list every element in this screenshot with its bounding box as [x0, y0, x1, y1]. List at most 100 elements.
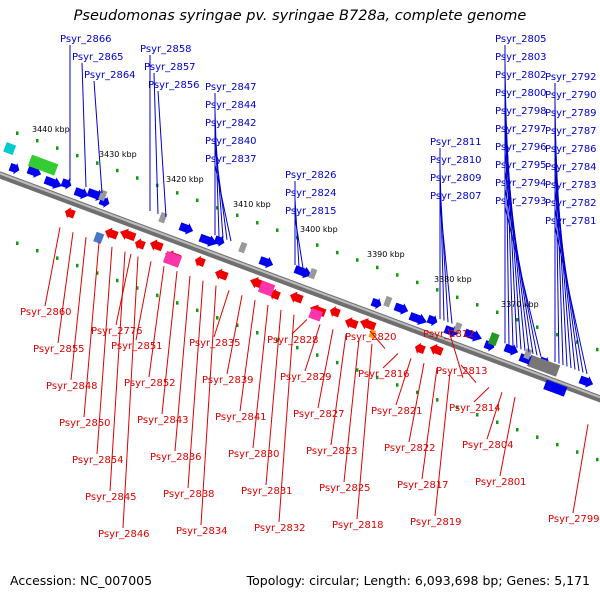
forward-gene-arrow	[408, 312, 427, 326]
forward-gene-arrow	[43, 176, 62, 189]
label-leader-lines	[44, 45, 589, 529]
tick-dot	[416, 390, 419, 395]
gene-label: Psyr_2804	[462, 440, 514, 451]
blue-gene-block	[93, 231, 105, 244]
gene-label: Psyr_2783	[545, 180, 597, 191]
kbp-label: 3390 kbp	[367, 250, 405, 259]
magenta-gene-block	[162, 250, 183, 268]
forward-gene-arrow	[178, 222, 194, 235]
gene-label: Psyr_2784	[545, 162, 597, 173]
tick-dot	[336, 360, 339, 365]
forward-gene-arrow	[8, 162, 20, 175]
tick-dot	[216, 316, 219, 320]
leader-line	[148, 266, 165, 378]
tick-dot	[336, 250, 339, 255]
reverse-gene-arrow	[195, 255, 206, 267]
tick-dot	[236, 213, 239, 218]
gene-label: Psyr_2858	[140, 44, 192, 55]
forward-gene-arrow	[503, 343, 519, 356]
tick-dot	[196, 308, 199, 313]
forward-gene-arrow	[393, 302, 409, 315]
leader-line	[304, 324, 321, 372]
leader-line	[294, 216, 304, 269]
gene-label: Psyr_2823	[306, 446, 358, 457]
tick-dot	[36, 138, 39, 143]
cyan-gene-block	[3, 142, 17, 156]
leader-line	[93, 80, 103, 194]
backbone-line	[0, 171, 600, 403]
tick-dot	[596, 347, 599, 352]
tick-dot	[476, 303, 479, 307]
gene-label: Psyr_2819	[410, 517, 462, 528]
leader-line	[460, 364, 477, 383]
gene-label: Psyr_2798	[495, 106, 547, 117]
gene-label: Psyr_2816	[358, 369, 410, 380]
gene-label: Psyr_2856	[148, 80, 200, 91]
gene-label: Psyr_2840	[205, 136, 257, 147]
leader-line	[434, 372, 451, 517]
tick-dot	[576, 450, 579, 454]
leader-line	[554, 226, 588, 375]
gray-gene-block	[527, 355, 561, 377]
kbp-label: 3400 kbp	[300, 225, 338, 234]
tick-dot	[236, 323, 239, 328]
tick-dot	[436, 398, 439, 402]
gene-label: Psyr_2820	[345, 332, 397, 343]
tick-dot	[476, 413, 479, 417]
gene-label: Psyr_2781	[545, 216, 597, 227]
gene-label: Psyr_2831	[241, 486, 293, 497]
tick-dot	[96, 161, 99, 165]
reverse-gene-arrow	[105, 227, 119, 240]
gene-features	[3, 142, 594, 397]
leader-line	[265, 309, 282, 486]
genome-summary: Topology: circular; Length: 6,093,698 bp…	[246, 573, 590, 588]
gene-label: Psyr_2854	[72, 455, 124, 466]
tick-dot	[496, 420, 499, 425]
gene-label: Psyr_2835	[189, 338, 241, 349]
gene-label: Psyr_2846	[98, 529, 150, 540]
magenta-gene-block	[308, 307, 323, 322]
tick-dot	[516, 317, 519, 322]
leader-line	[161, 270, 178, 415]
tick-dot	[356, 258, 359, 262]
leader-line	[115, 253, 132, 326]
gene-label: Psyr_2864	[84, 70, 136, 81]
reverse-gene-arrow	[215, 268, 229, 281]
gene-label: Psyr_2842	[205, 118, 257, 129]
gene-label: Psyr_2845	[85, 492, 137, 503]
gene-label: Psyr_2855	[33, 344, 85, 355]
leader-line	[81, 62, 87, 188]
tick-dot	[356, 368, 359, 372]
gene-label: Psyr_2796	[495, 142, 547, 153]
leader-line	[439, 201, 453, 324]
tick-dot	[456, 295, 459, 300]
reverse-gene-arrow	[330, 306, 341, 318]
leader-line	[157, 90, 167, 217]
gene-label: Psyr_2838	[163, 489, 215, 500]
leader-line	[447, 327, 464, 378]
tick-dot	[116, 278, 119, 283]
gray-gene-block	[383, 295, 393, 308]
leader-line	[187, 280, 204, 489]
leader-line	[356, 343, 373, 520]
leader-line	[421, 367, 438, 480]
gray-gene-block	[98, 189, 108, 202]
gene-label: Psyr_2860	[20, 307, 72, 318]
gene-label: Psyr_2834	[176, 526, 228, 537]
leader-line	[369, 330, 386, 349]
forward-gene-arrow	[463, 328, 482, 342]
gene-label: Psyr_2801	[475, 477, 527, 488]
tick-dot	[396, 273, 399, 277]
gene-label: Psyr_2817	[397, 480, 449, 491]
gene-label: Psyr_2841	[215, 412, 267, 423]
reverse-gene-arrow	[150, 239, 164, 252]
tick-dot	[36, 248, 39, 253]
leader-line	[174, 275, 191, 452]
gene-label: Psyr_2776	[91, 326, 143, 337]
gene-label: Psyr_2782	[545, 198, 597, 209]
leader-line	[330, 333, 347, 446]
tick-dot	[76, 153, 79, 158]
forward-gene-arrow	[370, 298, 382, 310]
gene-label: Psyr_2802	[495, 70, 547, 81]
leader-line	[278, 314, 295, 523]
